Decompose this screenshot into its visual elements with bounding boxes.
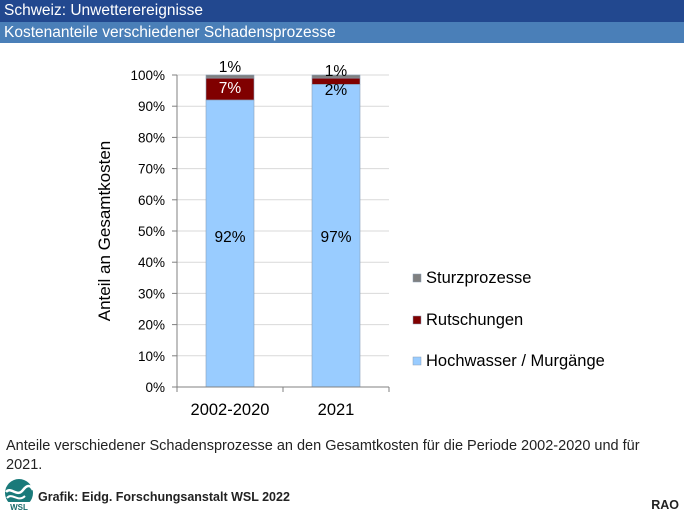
legend-swatch xyxy=(412,315,422,325)
y-tick-label: 0% xyxy=(145,380,165,395)
y-tick-label: 100% xyxy=(130,68,165,83)
legend: Sturzprozesse Rutschungen Hochwasser / Mur… xyxy=(412,269,605,370)
figure-caption: Anteile verschiedener Schadensprozesse a… xyxy=(6,438,640,473)
x-tick-label: 2002-2020 xyxy=(191,401,270,419)
legend-label: Hochwasser / Murgänge xyxy=(426,352,605,370)
y-tick-label: 30% xyxy=(138,286,165,301)
credit-text: Grafik: Eidg. Forschungsanstalt WSL 2022 xyxy=(38,490,290,504)
y-tick-label: 70% xyxy=(138,162,165,177)
header-title: Schweiz: Unwetterereignisse xyxy=(0,0,684,22)
wsl-logo: WSL xyxy=(5,479,35,512)
y-axis-title: Anteil an Gesamtkosten xyxy=(95,141,114,321)
y-tick-label: 10% xyxy=(138,349,165,364)
stacked-bar-chart: 0% 10% 20% 30% 40% 50% 60% 70% 80% 90% 100% 2002-20… xyxy=(95,59,605,419)
data-label: 2% xyxy=(325,82,348,99)
svg-text:WSL: WSL xyxy=(10,503,28,512)
x-tick-label: 2021 xyxy=(318,401,355,419)
y-tick-label: 80% xyxy=(138,130,165,145)
y-tick-label: 50% xyxy=(138,224,165,239)
legend-label: Rutschungen xyxy=(426,311,523,329)
legend-label: Sturzprozesse xyxy=(426,269,531,287)
y-tick-label: 90% xyxy=(138,99,165,114)
data-labels: 92% 7% 1% 97% 2% 1% xyxy=(214,59,351,246)
data-label: 1% xyxy=(325,63,348,80)
bar-segment xyxy=(205,74,255,79)
y-tick-label: 20% xyxy=(138,318,165,333)
legend-swatch xyxy=(412,356,422,366)
axes: 0% 10% 20% 30% 40% 50% 60% 70% 80% 90% 100% 2002-20… xyxy=(130,68,390,419)
data-label: 97% xyxy=(320,229,351,246)
y-tick-label: 40% xyxy=(138,255,165,270)
bars xyxy=(205,74,361,388)
data-label: 92% xyxy=(214,229,245,246)
legend-swatch xyxy=(412,273,422,283)
data-label: 7% xyxy=(219,80,242,97)
corner-tag: RAO xyxy=(651,498,679,512)
data-label: 1% xyxy=(219,59,242,76)
header-subtitle: Kostenanteile verschiedener Schadensproz… xyxy=(0,22,684,43)
bar-segment xyxy=(311,74,361,79)
y-tick-label: 60% xyxy=(138,193,165,208)
